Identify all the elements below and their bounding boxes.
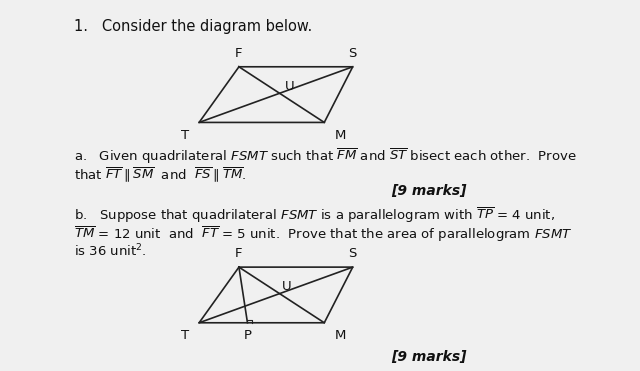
Text: b.   Suppose that quadrilateral $\it{FSMT}$ is a parallelogram with $\overline{T: b. Suppose that quadrilateral $\it{FSMT}… <box>74 206 555 225</box>
Text: [9 marks]: [9 marks] <box>391 349 467 364</box>
Text: that $\overline{FT}$$\parallel$$\overline{SM}$  and  $\overline{FS}$$\parallel$$: that $\overline{FT}$$\parallel$$\overlin… <box>74 165 246 184</box>
Text: F: F <box>235 47 243 60</box>
Text: S: S <box>349 247 357 260</box>
Text: U: U <box>284 80 294 93</box>
Text: F: F <box>235 247 243 260</box>
Text: U: U <box>282 280 291 293</box>
Text: a.   Given quadrilateral $\it{FSMT}$ such that $\overline{FM}$ and $\overline{ST: a. Given quadrilateral $\it{FSMT}$ such … <box>74 147 577 166</box>
Text: T: T <box>180 329 189 342</box>
Text: M: M <box>335 129 346 142</box>
Text: $\overline{TM}$ = 12 unit  and  $\overline{FT}$ = 5 unit.  Prove that the area o: $\overline{TM}$ = 12 unit and $\overline… <box>74 224 573 244</box>
Text: S: S <box>349 47 357 60</box>
Text: is 36 unit$^2$.: is 36 unit$^2$. <box>74 243 147 260</box>
Text: M: M <box>335 329 346 342</box>
Text: [9 marks]: [9 marks] <box>391 184 467 198</box>
Text: T: T <box>180 129 189 142</box>
Text: P: P <box>243 329 252 342</box>
Text: 1.   Consider the diagram below.: 1. Consider the diagram below. <box>74 19 312 33</box>
